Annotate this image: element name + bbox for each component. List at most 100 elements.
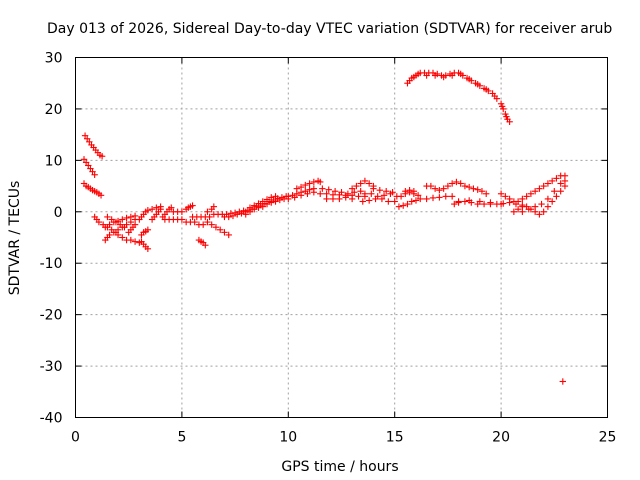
data-point [304, 190, 311, 197]
y-tick-label: -10 [40, 256, 63, 272]
data-point [519, 208, 526, 215]
data-point [246, 204, 254, 211]
data-point [119, 234, 126, 241]
data-point [408, 198, 415, 205]
data-point [436, 194, 443, 201]
data-point [561, 177, 569, 185]
data-point [263, 196, 271, 203]
data-point [259, 198, 266, 205]
data-point [461, 182, 469, 190]
data-point [410, 188, 418, 195]
data-point [368, 190, 375, 197]
data-point [212, 224, 220, 231]
data-point [178, 208, 186, 215]
data-point [206, 213, 213, 221]
data-point [297, 183, 305, 191]
data-point [178, 216, 186, 223]
plot-frame [75, 57, 608, 418]
data-point [251, 202, 258, 209]
data-point [478, 188, 486, 195]
data-point [202, 242, 209, 249]
data-point [293, 185, 301, 192]
data-point [514, 206, 522, 213]
data-point [302, 181, 309, 189]
data-point [465, 197, 473, 204]
data-point [395, 203, 403, 210]
data-point [102, 224, 109, 231]
x-tick-label: 25 [599, 430, 617, 446]
data-point [465, 183, 473, 191]
data-point [544, 180, 552, 187]
data-point [370, 185, 377, 192]
data-point [400, 202, 407, 209]
data-point [448, 193, 456, 200]
data-point [319, 185, 326, 192]
data-point [204, 218, 211, 226]
data-point [119, 216, 126, 223]
data-point [389, 189, 396, 196]
y-tick-label: -20 [40, 308, 63, 324]
data-point [331, 188, 339, 195]
data-point [110, 229, 118, 236]
data-point [536, 211, 543, 218]
data-point [538, 200, 545, 208]
data-point [157, 203, 164, 210]
data-point [348, 195, 356, 203]
data-point [531, 188, 539, 195]
data-point [242, 211, 249, 218]
data-point [544, 203, 552, 210]
data-point [225, 231, 232, 239]
data-point [353, 182, 360, 190]
data-point [442, 193, 449, 200]
data-point [106, 231, 113, 239]
data-point [453, 178, 460, 186]
data-point [540, 182, 547, 190]
data-point [436, 186, 443, 194]
data-point [519, 195, 526, 203]
data-point [95, 218, 103, 226]
data-point [412, 197, 420, 204]
data-point [348, 185, 356, 192]
data-point [506, 195, 513, 203]
data-point [483, 190, 490, 197]
data-point [106, 221, 113, 228]
data-point [297, 192, 305, 199]
data-point [553, 193, 560, 200]
data-point [544, 195, 552, 203]
data-point [268, 194, 275, 201]
data-point [476, 198, 484, 205]
x-tick-label: 5 [177, 430, 186, 446]
data-point [548, 177, 556, 185]
data-point [229, 212, 237, 220]
x-tick-label: 10 [279, 430, 297, 446]
data-point [336, 195, 343, 203]
data-point [217, 226, 224, 233]
data-point [455, 198, 462, 205]
x-axis-label: GPS time / hours [281, 459, 398, 475]
y-tick-label: -30 [40, 359, 63, 375]
data-point [361, 177, 369, 185]
data-point [451, 200, 458, 208]
data-point [503, 113, 510, 120]
data-point [474, 81, 481, 88]
data-point [497, 200, 505, 208]
data-point [285, 195, 292, 203]
data-point [108, 216, 115, 223]
data-point [144, 207, 152, 214]
data-point [168, 204, 175, 211]
data-point [310, 189, 318, 196]
data-point [440, 73, 447, 81]
data-point [221, 229, 228, 236]
data-point [551, 188, 558, 195]
data-point [104, 213, 111, 221]
data-point [465, 75, 473, 83]
data-point [351, 189, 358, 196]
data-point [427, 182, 435, 190]
data-point [525, 206, 532, 213]
data-point [365, 197, 373, 204]
data-point [127, 236, 135, 244]
data-point [238, 210, 245, 217]
data-point [376, 186, 384, 194]
data-point [429, 194, 437, 202]
data-point [276, 196, 283, 204]
